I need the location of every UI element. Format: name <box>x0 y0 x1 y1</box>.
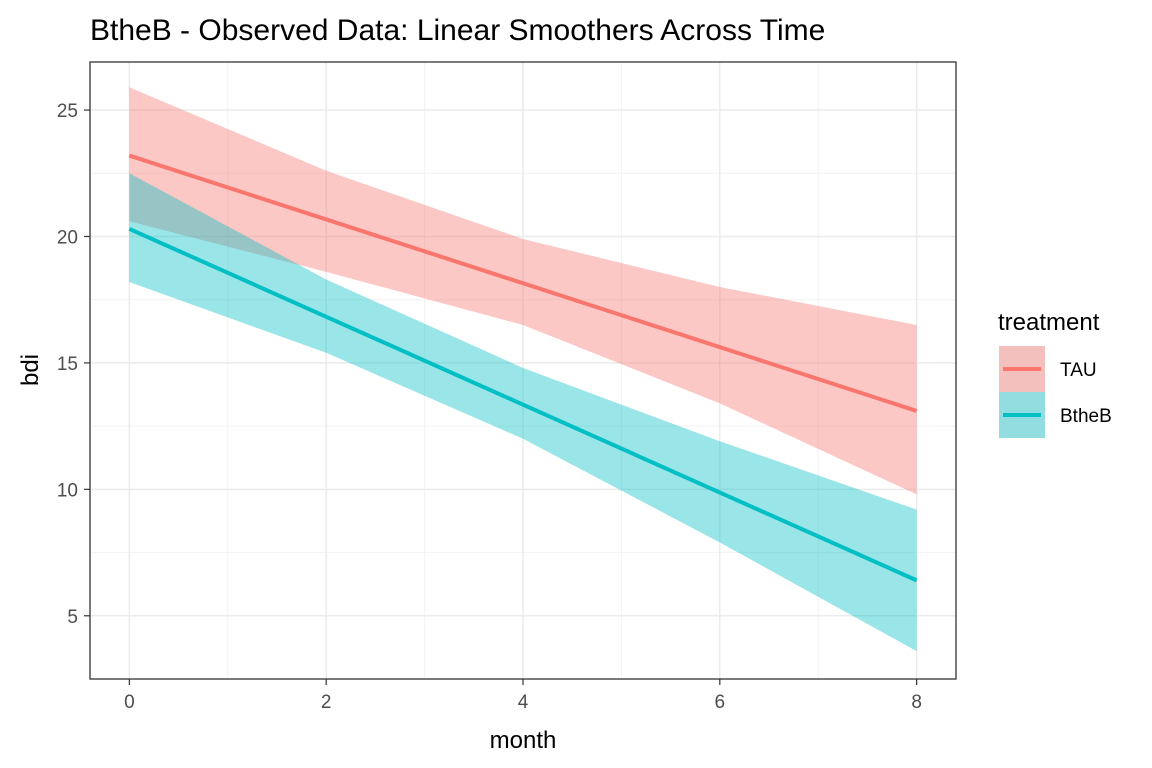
chart-title: BtheB - Observed Data: Linear Smoothers … <box>90 14 825 47</box>
line-BtheB <box>128 227 918 583</box>
axes: 0 2 4 6 8 5 10 15 20 25 <box>57 101 922 713</box>
line-TAU <box>128 153 918 413</box>
x-tick-label: 4 <box>518 692 529 713</box>
legend-title: treatment <box>998 309 1100 336</box>
y-tick-label: 15 <box>57 354 78 375</box>
x-axis-title: month <box>490 727 557 754</box>
x-tick-label: 6 <box>715 692 726 713</box>
band-BtheB <box>129 173 917 652</box>
legend-label-BtheB: BtheB <box>1060 406 1112 427</box>
y-tick-label: 20 <box>57 227 78 248</box>
y-tick-label: 10 <box>57 480 78 501</box>
band-TAU <box>129 87 917 495</box>
x-tick-label: 0 <box>124 692 135 713</box>
smoother-lines <box>128 153 918 583</box>
grid-lines <box>90 62 956 679</box>
legend: treatment TAU BtheB <box>998 309 1112 438</box>
legend-label-TAU: TAU <box>1060 360 1097 381</box>
x-tick-label: 8 <box>911 692 922 713</box>
confidence-bands <box>129 87 917 652</box>
y-axis-title: bdi <box>17 354 44 386</box>
x-tick-label: 2 <box>321 692 332 713</box>
y-tick-label: 5 <box>67 607 78 628</box>
y-tick-label: 25 <box>57 101 78 122</box>
